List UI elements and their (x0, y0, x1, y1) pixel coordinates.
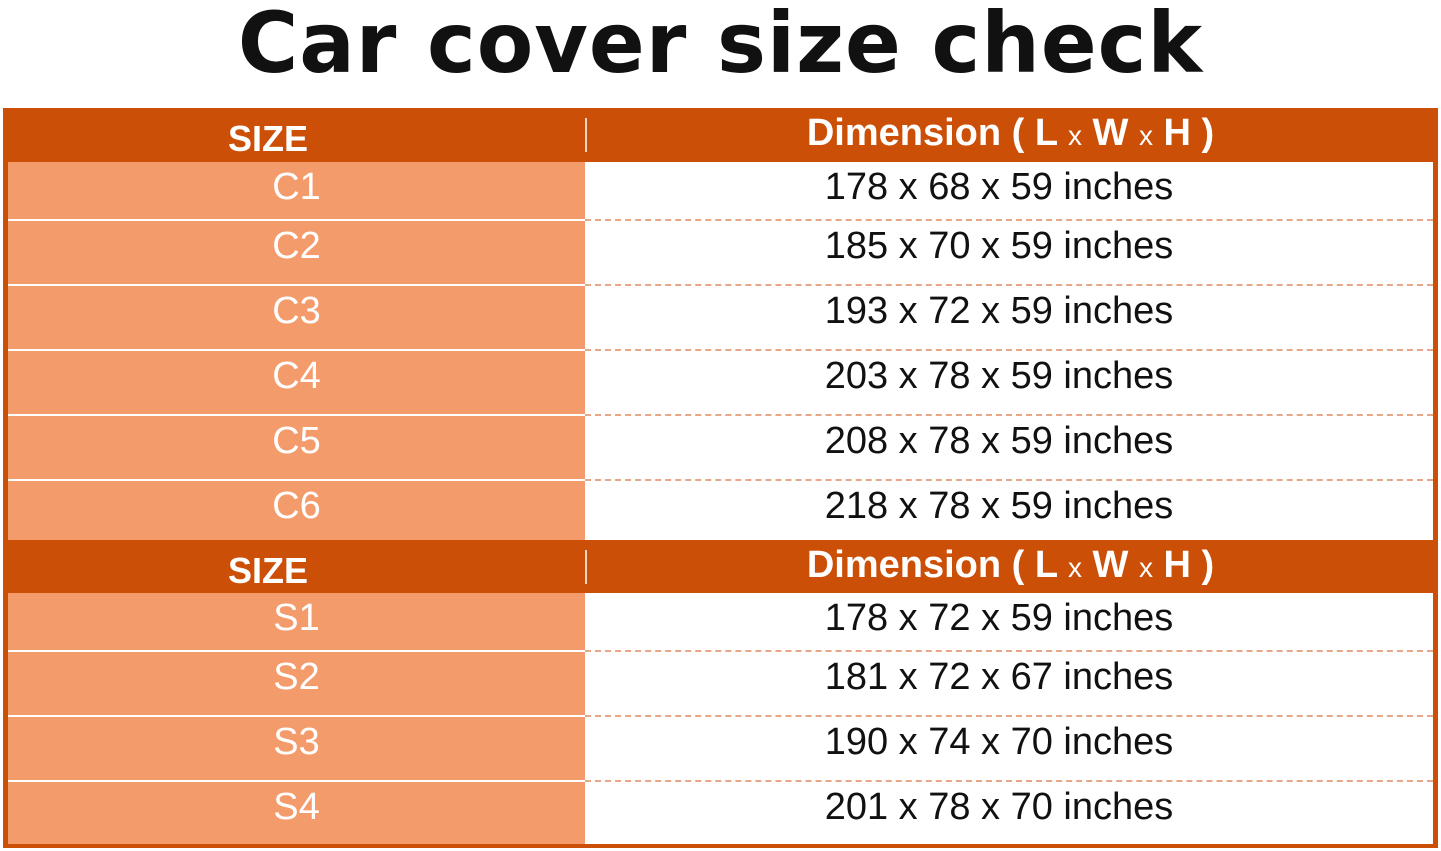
size-table: SIZE Dimension ( L x W x H ) C1 178 x 68 … (3, 108, 1438, 848)
size-cell: S3 (273, 721, 320, 763)
page-title: Car cover size check (237, 0, 1204, 92)
dimension-cell: 218 x 78 x 59 inches (824, 485, 1174, 527)
table-header: SIZE Dimension ( L x W x H ) (3, 108, 1438, 162)
dimension-cell: 178 x 72 x 59 inches (824, 597, 1174, 639)
dimension-cell: 190 x 74 x 70 inches (824, 721, 1174, 763)
dimension-cell: 178 x 68 x 59 inches (824, 166, 1174, 208)
table-row: S2 181 x 72 x 67 inches (8, 652, 1433, 717)
dimension-header: Dimension ( L x W x H ) (806, 544, 1215, 586)
dimension-cell: 208 x 78 x 59 inches (824, 420, 1174, 462)
size-header: SIZE (227, 550, 308, 591)
size-cell: C3 (272, 290, 321, 332)
table-row: S4 201 x 78 x 70 inches (8, 782, 1433, 844)
size-cell: C1 (272, 166, 321, 208)
size-cell: C4 (272, 355, 321, 397)
table-row: C3 193 x 72 x 59 inches (8, 286, 1433, 351)
table-row: S3 190 x 74 x 70 inches (8, 717, 1433, 782)
dimension-cell: 201 x 78 x 70 inches (824, 786, 1174, 828)
size-cell: C5 (272, 420, 321, 462)
table-row: S1 178 x 72 x 59 inches (8, 593, 1433, 652)
table-row: C2 185 x 70 x 59 inches (8, 221, 1433, 286)
header-divider (585, 550, 587, 584)
size-cell: S1 (273, 597, 320, 639)
table-header: SIZE Dimension ( L x W x H ) (3, 540, 1438, 594)
size-cell: S2 (273, 656, 320, 698)
size-cell: C2 (272, 225, 321, 267)
table-row: C5 208 x 78 x 59 inches (8, 416, 1433, 481)
size-cell: S4 (273, 786, 320, 828)
table-row: C4 203 x 78 x 59 inches (8, 351, 1433, 416)
dimension-cell: 193 x 72 x 59 inches (824, 290, 1174, 332)
table-row: C1 178 x 68 x 59 inches (8, 162, 1433, 221)
size-header: SIZE (227, 118, 308, 159)
dimension-cell: 185 x 70 x 59 inches (824, 225, 1174, 267)
dimension-header: Dimension ( L x W x H ) (806, 112, 1215, 154)
dimension-cell: 181 x 72 x 67 inches (824, 656, 1174, 698)
size-cell: C6 (272, 485, 321, 527)
dimension-cell: 203 x 78 x 59 inches (824, 355, 1174, 397)
table-row: C6 218 x 78 x 59 inches (8, 481, 1433, 540)
header-divider (585, 118, 587, 152)
